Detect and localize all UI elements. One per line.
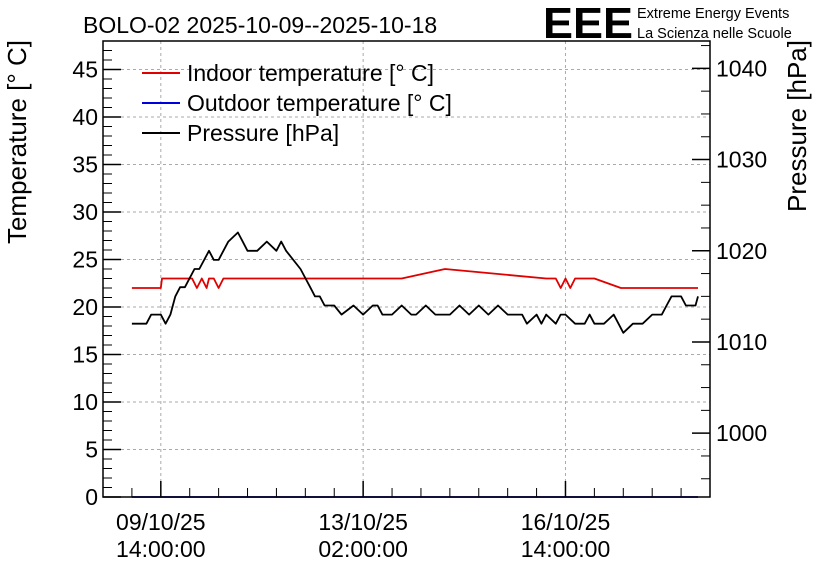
- x-tick-label-date: 09/10/25: [116, 509, 206, 535]
- y-tick-label: 25: [72, 247, 98, 273]
- legend-label: Pressure [hPa]: [187, 120, 339, 146]
- y-axis-right-label: Pressure [hPa]: [782, 40, 812, 212]
- y-tick-label: 15: [72, 342, 98, 368]
- y-tick-label: 40: [72, 104, 98, 130]
- logo-mark: EEE: [543, 0, 633, 48]
- y-tick-label: 0: [85, 484, 98, 510]
- y-right-tick-label: 1030: [716, 147, 767, 173]
- legend: Indoor temperature [° C] Outdoor temperat…: [142, 60, 452, 146]
- x-tick-label-time: 14:00:00: [521, 536, 611, 562]
- x-tick-label-time: 02:00:00: [318, 536, 408, 562]
- y-tick-label: 10: [72, 389, 98, 415]
- grid: [103, 41, 710, 497]
- series-layer: [131, 231, 699, 498]
- y-tick-label: 35: [72, 152, 98, 178]
- legend-label: Outdoor temperature [° C]: [187, 90, 452, 116]
- y-right-tick-label: 1010: [716, 329, 767, 355]
- y-right-tick-label: 1000: [716, 420, 767, 446]
- axes: 0 5 10 15 20 25 30 35 40 45 1000 1010 1020 1030 1040 09…: [72, 40, 767, 562]
- y-tick-label: 30: [72, 199, 98, 225]
- y-right-tick-label: 1020: [716, 238, 767, 264]
- y-axis-label: Temperature [° C]: [2, 40, 32, 244]
- y-tick-label: 5: [85, 437, 98, 463]
- x-tick-label-time: 14:00:00: [116, 536, 206, 562]
- x-tick-label-date: 13/10/25: [318, 509, 408, 535]
- logo-line-1: Extreme Energy Events: [637, 6, 789, 22]
- y-right-tick-label: 1040: [716, 55, 767, 81]
- x-tick-label-date: 16/10/25: [521, 509, 611, 535]
- series-line-3: [131, 231, 699, 334]
- legend-label: Indoor temperature [° C]: [187, 60, 434, 86]
- y-tick-label: 20: [72, 294, 98, 320]
- series-line-1: [131, 268, 698, 289]
- logo-line-2: La Scienza nelle Scuole: [637, 26, 792, 42]
- logo: EEE Extreme Energy Events La Scienza nel…: [543, 0, 792, 48]
- y-tick-label: 45: [72, 57, 98, 83]
- chart-title: BOLO-02 2025-10-09--2025-10-18: [83, 12, 437, 38]
